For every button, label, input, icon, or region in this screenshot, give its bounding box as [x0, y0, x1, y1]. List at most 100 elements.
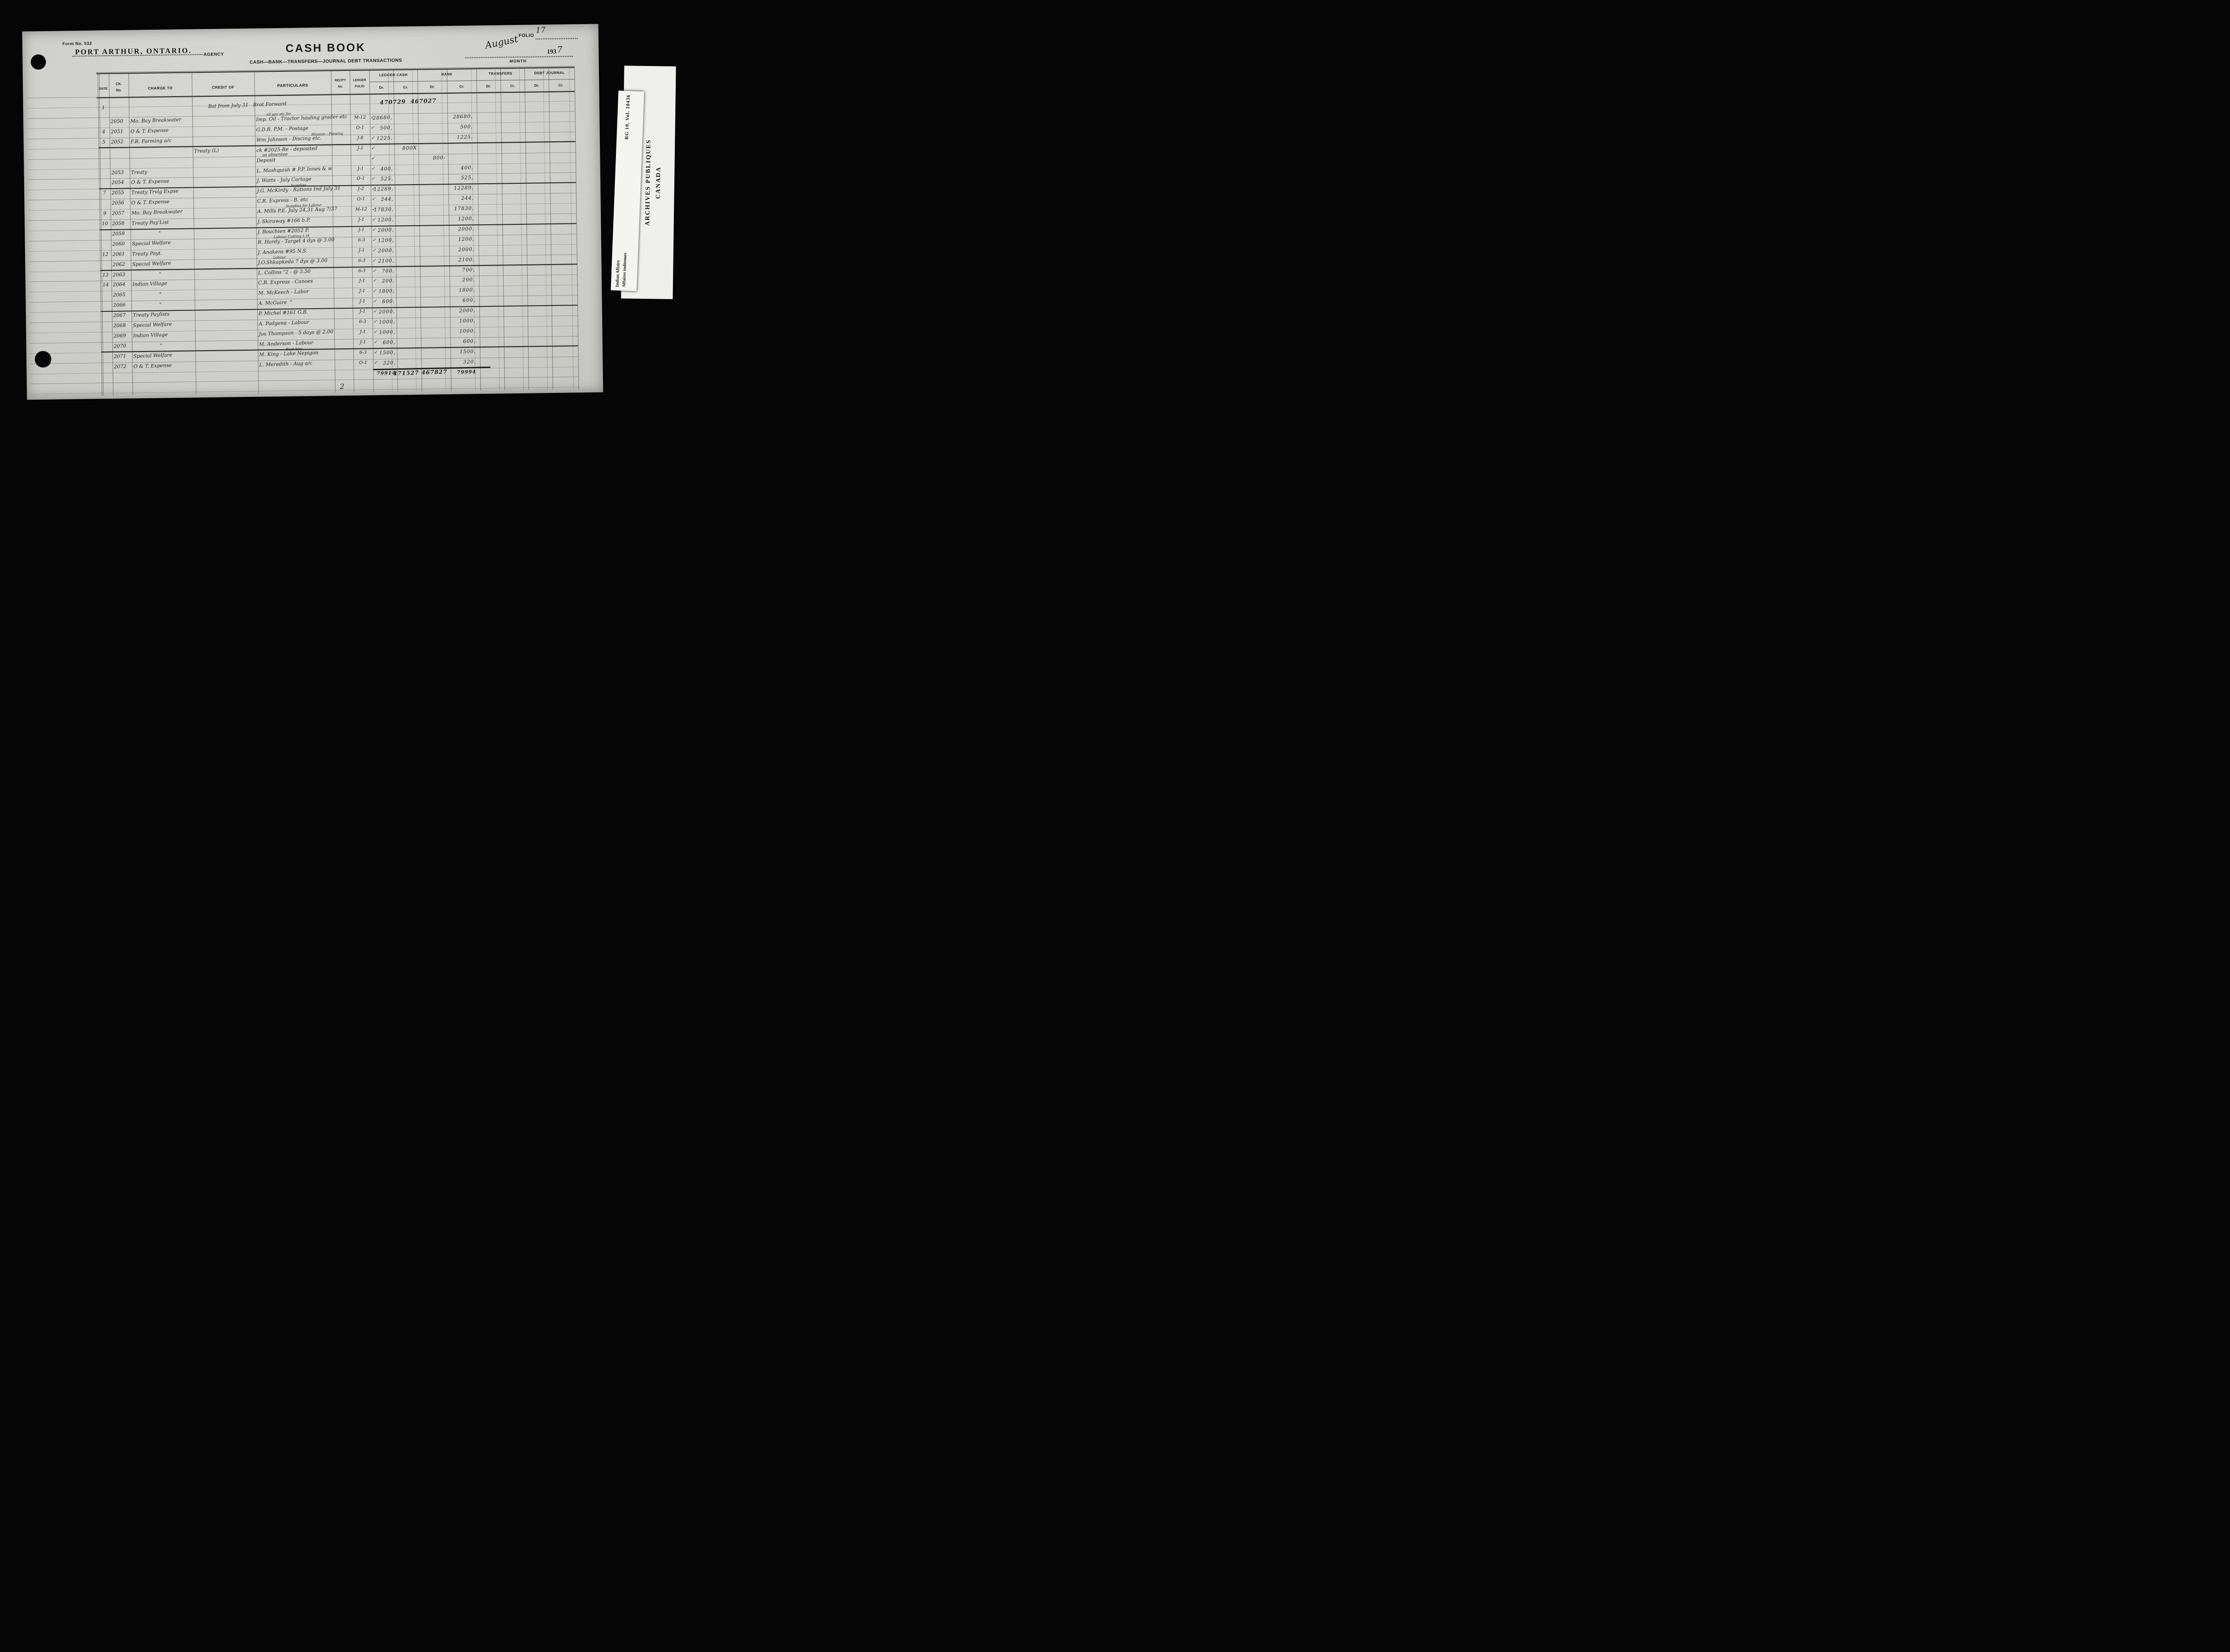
emphasis-rule: [100, 264, 577, 271]
cell-charge-to: Indian Village: [133, 331, 168, 339]
cell-ledger-folio: J-2: [358, 186, 364, 192]
grid-vline: [495, 68, 500, 391]
cell-bank-cr: 2100,: [458, 256, 475, 263]
cell-date: 9: [103, 210, 107, 217]
cell-ledger-cash-dr: 2000,: [378, 247, 395, 254]
cell-charge-to: Treaty Payt.: [132, 250, 162, 257]
grid-vline: [574, 67, 579, 390]
form-number: Form No. 532: [62, 41, 92, 47]
cell-ledger-cash-dr: 12289,: [373, 186, 394, 193]
cell-ledger-cash-dr: 79914: [376, 370, 396, 376]
cell-bank-cr: 1200,: [458, 215, 475, 222]
cell-bank-cr: 244,: [461, 195, 474, 202]
cell-bank-cr: 17830,: [454, 205, 474, 212]
cell-ck-no: 2058: [112, 220, 125, 227]
grid-vline: [412, 69, 417, 392]
cell-charge-to: ": [159, 271, 161, 277]
cell-ck-no: 2068: [113, 322, 126, 329]
cell-particulars: M. King - Lake Nepigon: [259, 349, 318, 358]
cell-bank-cr: 1000,: [459, 327, 476, 335]
ledger-sheet: Form No. 532 PORT ARTHUR, ONTARIO. AGENC…: [22, 24, 603, 400]
cell-particulars: C.R. Express - Canoes: [258, 278, 313, 286]
cell-ledger-cash-dr: 2100,: [378, 257, 395, 264]
cell-ledger-cash-dr: 320,: [383, 359, 396, 366]
grid-vline: [500, 68, 505, 391]
stray-mark: 2: [339, 382, 345, 391]
cell-particulars: Deposit: [256, 157, 276, 164]
cell-particulars: A. McGuire ": [258, 299, 293, 306]
cell-ledger-folio: O-1: [356, 125, 364, 131]
cell-bank-cr: 2000,: [458, 225, 475, 232]
cell-bank-cr: 12289,: [454, 185, 474, 191]
cell-ck-no: 2070: [113, 343, 126, 349]
cell-charge-to: Special Welfare: [133, 352, 173, 359]
cell-ck-no: 2062: [112, 261, 125, 268]
cell-ck-no: 2063: [112, 271, 125, 278]
cell-particulars: P. Michel #161 G.B.: [258, 309, 308, 317]
cell-ck-no: 2054: [111, 179, 124, 186]
cell-ck-no: 2066: [113, 302, 126, 309]
punch-hole-top: [31, 54, 46, 70]
col-dr-bank: Dr.: [429, 85, 435, 89]
cell-charge-to: Special Welfare: [132, 260, 171, 267]
cell-charge-to: Mo. Bay Breakwater: [130, 116, 182, 124]
cell-ledger-folio: J-1: [357, 166, 364, 171]
cell-bank-cr: 525,: [461, 174, 474, 181]
grid-vline: [417, 69, 422, 392]
col-ck: CK.: [116, 82, 122, 86]
agency-name: PORT ARTHUR, ONTARIO.: [75, 46, 192, 56]
cell-ledger-cash-dr: 700,: [381, 268, 395, 274]
cell-charge-to: Treaty Paylists: [132, 311, 170, 318]
cell-bank-cr: 1800,: [458, 287, 475, 293]
col-charge-to: CHARGE TO: [148, 86, 173, 91]
grid-vline: [548, 67, 553, 390]
cell-date: 10: [101, 220, 108, 227]
col-ledger: LEDGER: [353, 78, 366, 82]
page-title: CASH BOOK: [285, 41, 366, 55]
emphasis-rule: [99, 223, 576, 230]
cell-ck-no: 2056: [112, 200, 124, 206]
col-recpt: RECP'T: [334, 78, 346, 83]
cell-bank-cr: 28680,: [453, 113, 473, 120]
punch-hole-bottom: [35, 351, 51, 368]
year-handwritten: 7: [557, 45, 563, 55]
cell-ledger-folio: J-1: [358, 227, 365, 233]
folio-label: FOLIO: [518, 33, 534, 38]
cell-ledger-folio: J-8: [357, 135, 363, 141]
cell-bank-cr: 500,: [460, 124, 473, 130]
cell-particulars: M. McKeech - Labor: [258, 289, 309, 296]
cell-ledger-folio: O-1: [357, 197, 365, 202]
archives-line-canada: CANADA: [655, 166, 662, 199]
record-group-number: RG 10, Vol. 10436: [624, 94, 632, 140]
cell-ledger-folio: 6-3: [358, 268, 366, 273]
cell-charge-to: Treaty Trvlg Expse: [131, 188, 179, 196]
cell-charge-to: O & T. Expense: [130, 127, 169, 135]
grid-vline: [476, 68, 481, 391]
cell-particulars: J. Anakens #95 N.S.: [257, 248, 308, 256]
cell-ledger-folio: J-1: [359, 299, 366, 304]
cell-bank-cr: 400,: [460, 164, 474, 171]
cell-date: 12: [102, 251, 109, 257]
col-ck-no: No.: [116, 88, 122, 92]
scanned-cashbook-page: { "header": { "form_no": "Form No. 532",…: [0, 0, 704, 413]
cell-ledger-cash-dr: 1000,: [379, 318, 396, 325]
col-credit-of: CREDIT OF: [212, 85, 235, 90]
cell-ck-no: 2055: [112, 190, 124, 196]
cell-ledger-cash-dr: 1500,: [379, 349, 396, 356]
cell-bank-cr: 1500,: [459, 348, 476, 355]
emphasis-rule: [100, 305, 578, 312]
grid-vline: [441, 69, 446, 392]
cell-ledger-cash-dr: 17830,: [374, 206, 394, 213]
cell-ck-no: 2052: [111, 138, 124, 145]
cell-ledger-cash-dr: 1200,: [377, 216, 394, 223]
cell-ck-no: 2059: [112, 230, 125, 237]
cell-ck-no: 2057: [112, 210, 125, 216]
grid-vline: [519, 67, 524, 390]
cell-bank-cr: 2000,: [459, 307, 475, 314]
cell-particulars: J. Watts - July Cartage: [256, 176, 312, 184]
month-label: MONTH: [509, 58, 527, 64]
grid-vline: [524, 67, 529, 390]
cell-charge-to: O & T. Expense: [131, 198, 170, 206]
balance-forward-amounts: 470729 467027: [380, 97, 437, 106]
cell-ledger-folio: 6-3: [359, 350, 367, 355]
